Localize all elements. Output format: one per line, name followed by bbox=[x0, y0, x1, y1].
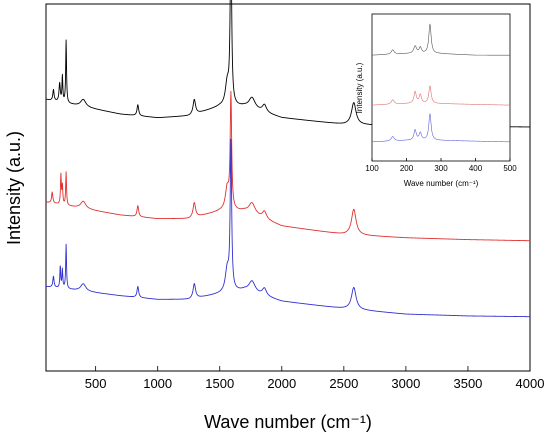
inset-x-tick-label: 100 bbox=[365, 164, 379, 173]
inset-series-line-2 bbox=[371, 85, 511, 106]
inset-x-axis-label: Wave number (cm⁻¹) bbox=[404, 179, 479, 188]
main-x-ticks: 500 1000 1500 2000 2500 3000 3500 4000 bbox=[85, 366, 545, 391]
main-x-tick-label: 1500 bbox=[205, 376, 234, 391]
main-x-tick-label: 4000 bbox=[516, 376, 545, 391]
inset-x-ticks: 100 200 300 400 500 bbox=[365, 158, 517, 173]
main-plot: 500 1000 1500 2000 2500 3000 3500 4000 Wave num… bbox=[4, 0, 544, 432]
main-x-tick-label: 3000 bbox=[391, 376, 420, 391]
main-y-axis-label: Intensity (a.u.) bbox=[4, 131, 24, 245]
main-series-line-3 bbox=[45, 138, 531, 318]
inset-series-line-1 bbox=[371, 23, 510, 56]
inset-plot-frame bbox=[371, 13, 511, 162]
inset-series-line-3 bbox=[371, 113, 511, 143]
main-x-tick-label: 1000 bbox=[143, 376, 172, 391]
inset-plot: 100 200 300 400 500 Wave number (cm⁻¹) Inten… bbox=[355, 13, 517, 188]
main-x-tick-label: 500 bbox=[85, 376, 107, 391]
main-x-axis-label: Wave number (cm⁻¹) bbox=[204, 412, 372, 432]
main-series-line-2 bbox=[45, 90, 531, 242]
main-x-tick-label: 3500 bbox=[453, 376, 482, 391]
inset-y-axis-label: Intensity (a.u.) bbox=[355, 62, 364, 113]
inset-x-tick-label: 200 bbox=[400, 164, 414, 173]
inset-x-tick-label: 500 bbox=[503, 164, 517, 173]
main-x-tick-label: 2500 bbox=[329, 376, 358, 391]
inset-x-tick-label: 400 bbox=[469, 164, 483, 173]
inset-x-tick-label: 300 bbox=[434, 164, 448, 173]
main-x-tick-label: 2000 bbox=[267, 376, 296, 391]
main-plot-frame bbox=[45, 3, 531, 372]
inset-series-lines bbox=[371, 23, 511, 143]
